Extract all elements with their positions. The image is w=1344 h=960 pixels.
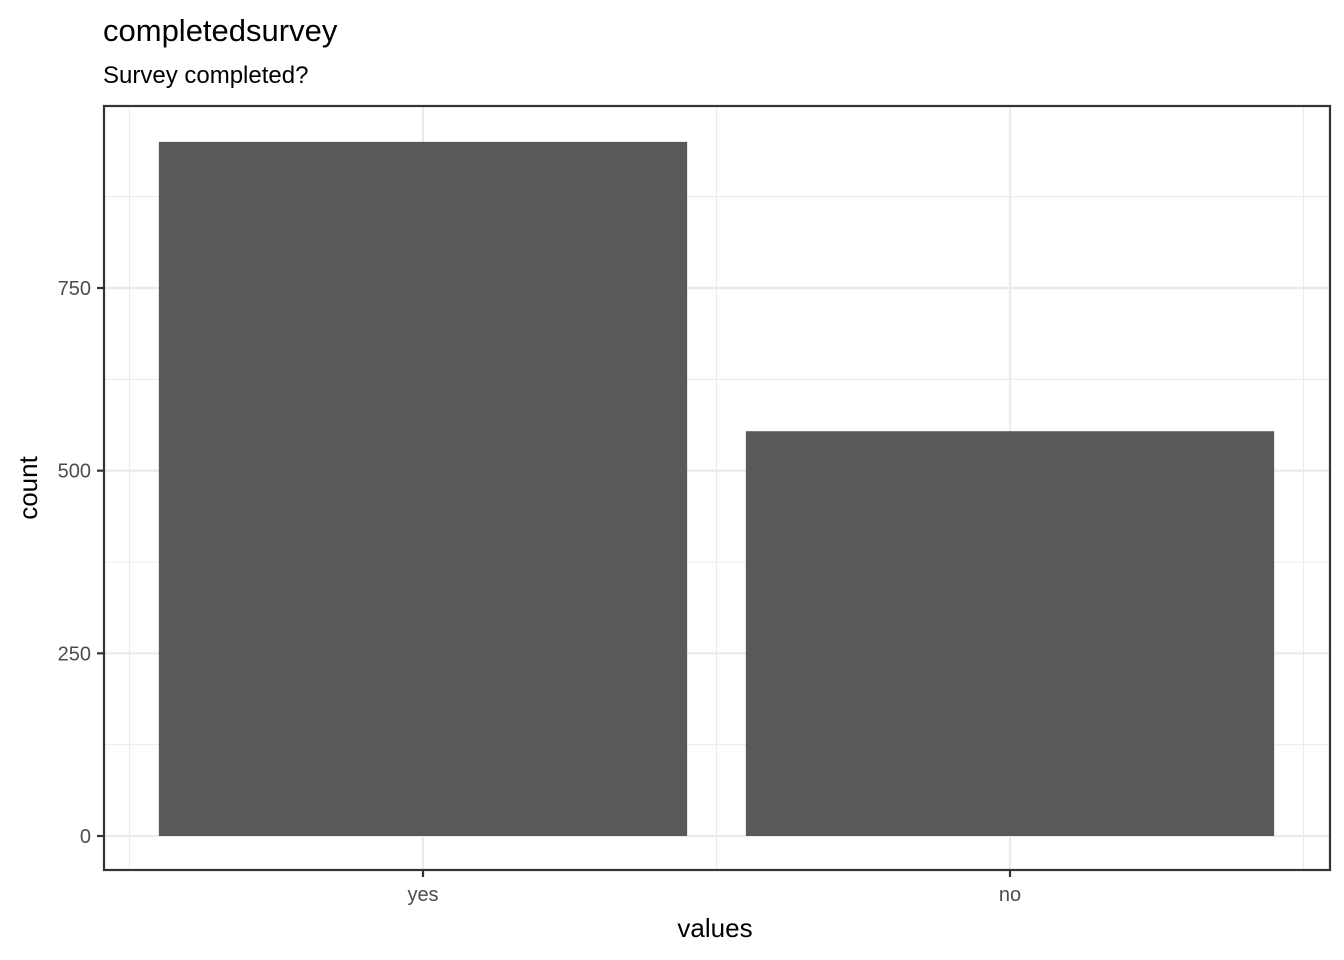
x-axis-title: values: [677, 913, 752, 943]
axes: 0 250 500 750 yes no: [58, 278, 1022, 906]
chart-title: completedsurvey: [103, 13, 338, 48]
bars: [158, 141, 1275, 836]
y-tick-label: 250: [58, 643, 91, 665]
bar-yes: [158, 141, 688, 836]
x-tick-label: no: [999, 884, 1021, 906]
y-tick-label: 500: [58, 461, 91, 483]
x-tick-label: yes: [407, 884, 438, 906]
y-axis-title: count: [13, 455, 43, 519]
bar-no: [745, 431, 1275, 836]
y-tick-label: 750: [58, 278, 91, 300]
plot-panel-border: [102, 104, 1332, 872]
chart-subtitle: Survey completed?: [103, 62, 308, 89]
y-tick-label: 0: [80, 826, 91, 848]
